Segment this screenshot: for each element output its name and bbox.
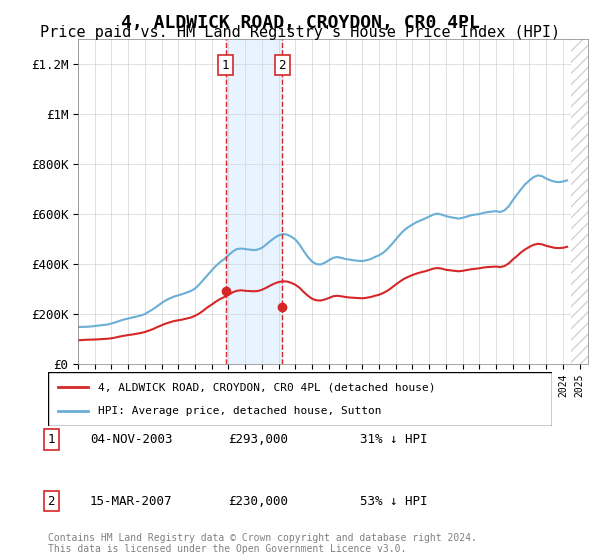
Text: 31% ↓ HPI: 31% ↓ HPI <box>360 433 427 446</box>
Bar <box>571 39 588 364</box>
Text: 2: 2 <box>278 59 286 72</box>
Text: 1: 1 <box>222 59 229 72</box>
Text: £230,000: £230,000 <box>228 494 288 508</box>
Text: 1: 1 <box>47 433 55 446</box>
Text: 2: 2 <box>47 494 55 508</box>
Bar <box>571 39 588 364</box>
Text: Contains HM Land Registry data © Crown copyright and database right 2024.
This d: Contains HM Land Registry data © Crown c… <box>48 533 477 554</box>
Text: Price paid vs. HM Land Registry's House Price Index (HPI): Price paid vs. HM Land Registry's House … <box>40 25 560 40</box>
Text: 4, ALDWICK ROAD, CROYDON, CR0 4PL: 4, ALDWICK ROAD, CROYDON, CR0 4PL <box>121 14 479 32</box>
Text: HPI: Average price, detached house, Sutton: HPI: Average price, detached house, Sutt… <box>98 405 382 416</box>
Text: 4, ALDWICK ROAD, CROYDON, CR0 4PL (detached house): 4, ALDWICK ROAD, CROYDON, CR0 4PL (detac… <box>98 382 436 393</box>
Text: 15-MAR-2007: 15-MAR-2007 <box>90 494 173 508</box>
Text: 04-NOV-2003: 04-NOV-2003 <box>90 433 173 446</box>
Text: £293,000: £293,000 <box>228 433 288 446</box>
FancyBboxPatch shape <box>48 372 552 426</box>
Bar <box>226 39 282 364</box>
Text: 53% ↓ HPI: 53% ↓ HPI <box>360 494 427 508</box>
